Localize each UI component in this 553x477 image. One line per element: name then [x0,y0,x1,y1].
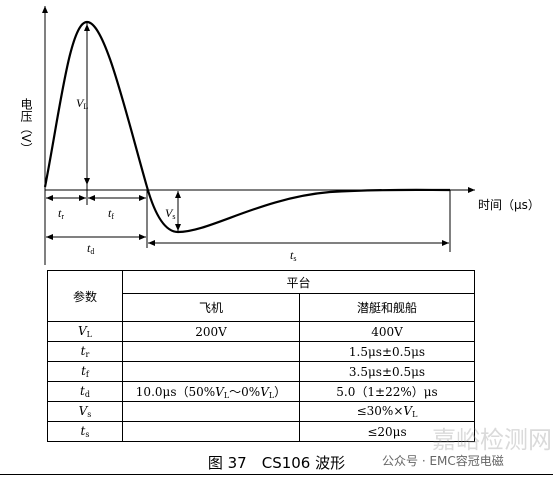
text-run: 1.5μs±0.5μs [348,344,426,359]
text-run: 3.5μs±0.5μs [348,364,426,379]
watermark: 公众号 · EMC容冠电磁 [382,454,504,468]
text-run: 10.0μs（50% [135,385,216,399]
diagram-label: VL [76,96,88,111]
table-cell: 1.5μs±0.5μs [299,341,475,362]
watermark-site: 嘉峪检测网 [432,426,552,454]
italic-symbol: t [80,344,86,358]
subscript: L [412,410,418,419]
subscript: L [268,391,275,400]
italic-symbol: V [78,404,88,418]
italic-symbol: V [165,206,173,220]
waveform-diagram [42,6,475,265]
italic-symbol: t [80,384,85,398]
table-cell: Vs [47,401,123,422]
subscript: L [223,391,230,400]
subscript: r [61,212,65,221]
caption: 图 37 CS106 波形 [207,454,346,472]
italic-symbol: t [58,206,62,220]
italic-symbol: t [108,206,112,220]
text-run: ） [274,385,287,399]
table-cell: 400V [299,321,475,342]
x-axis-label: 时间（μs） [478,198,540,212]
text-run: 400V [371,324,403,339]
italic-symbol: V [215,385,224,399]
diagram-label: Vs [165,206,175,221]
table-cell: 10.0μs（50%VL～0%VL） [122,381,300,402]
subscript: d [90,247,95,256]
diagram-label: tf [108,206,114,221]
italic-symbol: t [87,241,91,255]
subscript: L [83,102,89,111]
italic-symbol: V [403,404,413,418]
diagram-label: ts [290,248,296,263]
table-row: ts ≤20μs [47,421,475,442]
subscript: r [85,350,90,359]
italic-symbol: t [81,364,86,378]
header-cell: 潜艇和舰船 [299,293,475,322]
subscript: s [87,410,92,419]
table-cell: tr [47,341,123,362]
italic-symbol: t [290,248,294,262]
text-run: 5.0（1±22%）μs [336,385,438,399]
table-row: VL 200V 400V [47,321,475,342]
subscript: L [86,330,92,339]
subscript: d [84,390,90,399]
table-cell: tf [47,361,123,382]
table-cell: 5.0（1±22%）μs [299,381,475,402]
bottom-rule [0,474,553,475]
header-cell: 参数 [47,270,123,322]
italic-symbol: V [78,324,87,338]
table-cell [122,341,300,362]
table-cell: VL [47,321,123,342]
subscript: f [111,212,115,221]
table-cell: 200V [122,321,300,342]
table-cell [122,361,300,382]
table-cell [122,421,300,442]
text-run: ≤20μs [367,424,407,439]
table-cell: ≤30%×VL [299,401,475,422]
diagram-label: tr [58,206,64,221]
y-axis-label: 电压（V） [19,98,33,155]
header-cell: 平台 [122,270,475,294]
table-row: tr 1.5μs±0.5μs [47,341,475,362]
italic-symbol: t [80,424,86,438]
diagram-label: td [87,241,94,256]
waveform [43,20,451,234]
table-cell: td [47,381,123,402]
text-run: ≤30%× [356,404,404,418]
table-cell [122,401,300,422]
table-row: tf 3.5μs±0.5μs [47,361,475,382]
subscript: f [85,370,89,379]
italic-symbol: V [76,96,84,110]
header-cell: 飞机 [122,293,300,322]
subscript: s [85,430,90,439]
subscript: s [293,254,297,263]
table-cell: ≤20μs [299,421,475,442]
text-run: ～0% [229,385,261,399]
table-cell: 3.5μs±0.5μs [299,361,475,382]
text-run: 200V [195,324,227,339]
italic-symbol: V [260,385,269,399]
table-row: td 10.0μs（50%VL～0%VL） 5.0（1±22%）μs [47,381,475,402]
table-row: Vs ≤30%×VL [47,401,475,422]
table-cell: ts [47,421,123,442]
subscript: s [172,212,176,221]
parameter-table: 参数 平台 飞机 潜艇和舰船 VL 200V 400V tr 1.5μs±0.5μs tf… [47,270,475,442]
